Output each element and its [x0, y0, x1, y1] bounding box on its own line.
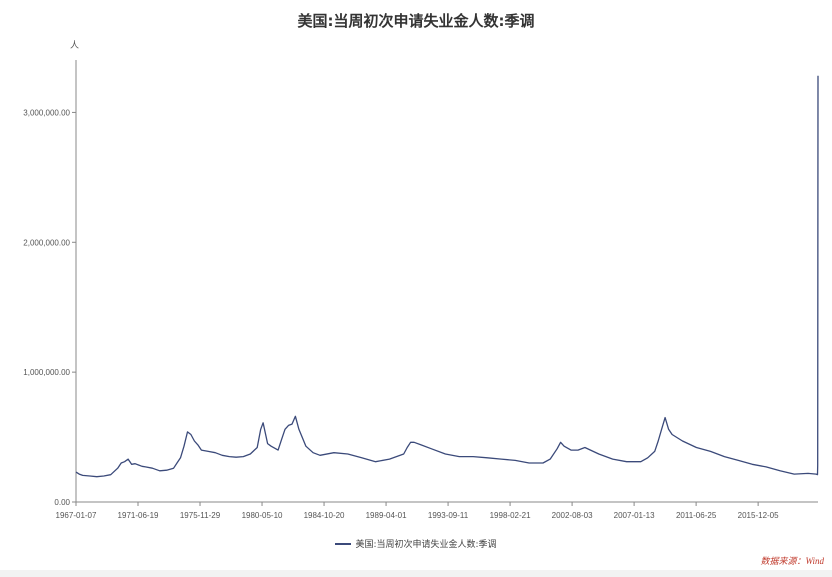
y-axis: 人: [70, 40, 79, 502]
y-tick-label: 3,000,000.00: [23, 108, 70, 117]
y-ticks: 0.00 1,000,000.00 2,000,000.00 3,000,000.00: [23, 108, 76, 507]
x-tick-label: 2007-01-13: [614, 511, 655, 520]
x-tick-label: 2015-12-05: [738, 511, 779, 520]
footer-bar: [0, 570, 832, 577]
x-ticks: 1967-01-07 1971-06-19 1975-11-29 1980-05-10…: [56, 502, 779, 520]
x-tick-label: 1989-04-01: [366, 511, 407, 520]
x-tick-label: 1984-10-20: [304, 511, 345, 520]
y-tick-label: 0.00: [54, 498, 70, 507]
series-line: [75, 75, 819, 478]
series-layer: [75, 75, 819, 478]
x-tick-label: 1993-09-11: [428, 511, 469, 520]
source-note: 数据来源：Wind: [760, 556, 824, 566]
legend[interactable]: 美国:当周初次申请失业金人数:季调: [0, 537, 832, 550]
y-tick-label: 1,000,000.00: [23, 368, 70, 377]
y-axis-unit-label: 人: [70, 40, 79, 50]
y-tick-label: 2,000,000.00: [23, 238, 70, 247]
chart-title: 美国:当周初次申请失业金人数:季调: [297, 12, 535, 30]
x-tick-label: 1998-02-21: [490, 511, 531, 520]
legend-swatch: [335, 542, 352, 545]
x-tick-label: 1975-11-29: [180, 511, 221, 520]
x-tick-label: 2011-06-25: [676, 511, 717, 520]
x-tick-label: 2002-08-03: [552, 511, 593, 520]
legend-label: 美国:当周初次申请失业金人数:季调: [355, 540, 497, 550]
x-tick-label: 1971-06-19: [118, 511, 159, 520]
x-tick-label: 1967-01-07: [56, 511, 97, 520]
x-tick-label: 1980-05-10: [242, 511, 283, 520]
